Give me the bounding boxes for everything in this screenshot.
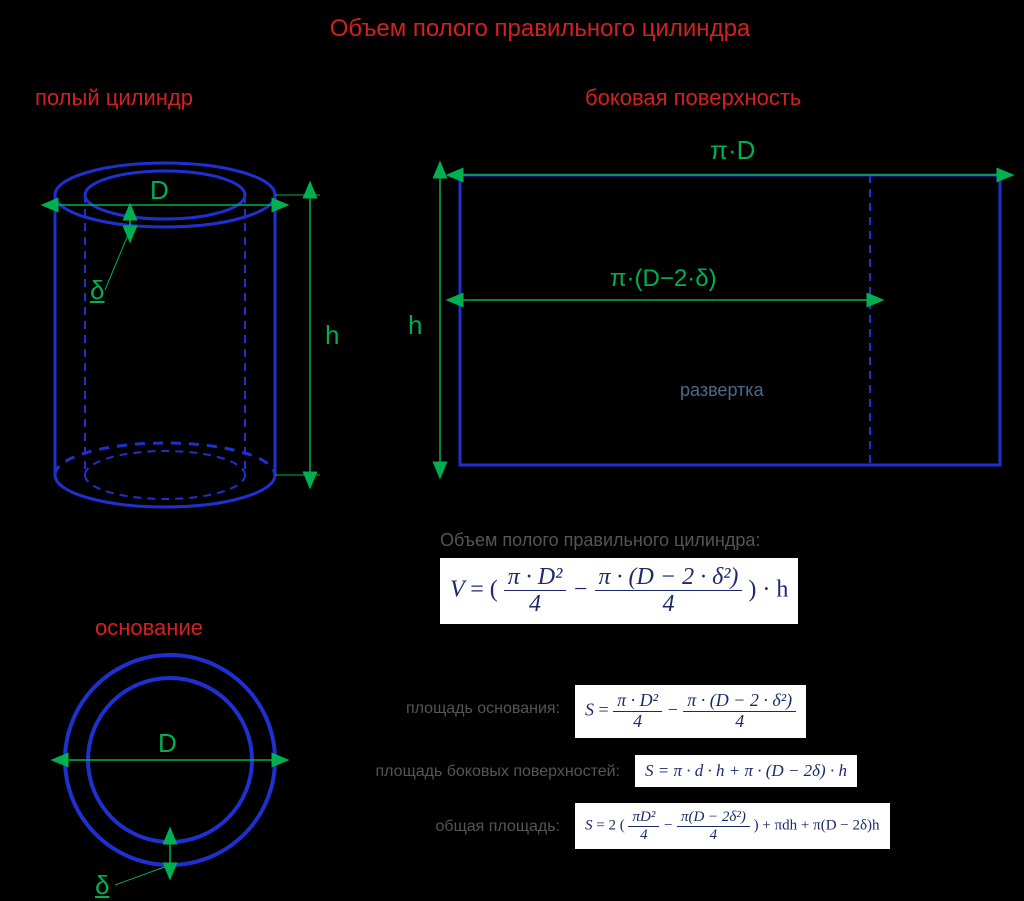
v-minus: − [572, 576, 594, 602]
v-f1d: 4 [504, 591, 567, 617]
cylinder-h-label: h [325, 320, 339, 351]
ab-f2n: π · (D − 2 · δ²) [683, 691, 796, 712]
cylinder-diagram [55, 163, 320, 507]
at-minus: − [663, 817, 677, 833]
area-base-label: площадь основания: [340, 700, 560, 718]
v-f2n: π · (D − 2 · δ²) [595, 564, 743, 591]
cylinder-D-label: D [150, 175, 169, 206]
ab-minus: − [667, 699, 684, 719]
area-total-label: общая площадь: [380, 818, 560, 836]
surface-subtitle: боковая поверхность [585, 85, 801, 111]
surface-dev-label: развертка [680, 380, 764, 401]
cylinder-delta-label: δ [90, 275, 104, 306]
surface-inner-label: π·(D−2·δ) [610, 265, 717, 293]
at-S: S [585, 817, 593, 833]
page-title: Объем полого правильного цилиндра [260, 15, 820, 43]
volume-formula-title: Объем полого правильного цилиндра: [440, 530, 760, 551]
at-close: ) + πdh + π(D − 2δ)h [754, 817, 880, 833]
at-f2d: 4 [677, 827, 750, 844]
base-D-label: D [158, 728, 177, 759]
base-subtitle: основание [95, 615, 203, 641]
v-eq: = ( [470, 576, 498, 602]
cylinder-subtitle: полый цилиндр [35, 85, 193, 111]
at-f1d: 4 [628, 827, 659, 844]
base-delta-label: δ [95, 870, 109, 901]
at-f2n: π(D − 2δ²) [677, 809, 750, 827]
base-diagram [65, 655, 275, 885]
ab-S: S [585, 699, 594, 719]
ab-eq: = [599, 699, 614, 719]
ab-f1d: 4 [613, 712, 662, 732]
area-side-formula: S = π · d · h + π · (D − 2δ) · h [635, 755, 857, 787]
at-eq: = 2 ( [596, 817, 624, 833]
volume-formula: V = ( π · D²4 − π · (D − 2 · δ²)4 ) · h [440, 558, 798, 624]
v-f2d: 4 [595, 591, 743, 617]
at-f1n: πD² [628, 809, 659, 827]
v-f1n: π · D² [504, 564, 567, 591]
v-close: ) · h [748, 576, 788, 602]
area-base-formula: S = π · D²4 − π · (D − 2 · δ²)4 [575, 685, 806, 738]
surface-h-label: h [408, 310, 422, 341]
area-side-label: площадь боковых поверхностей: [280, 763, 620, 781]
ab-f2d: 4 [683, 712, 796, 732]
surface-diagram [440, 175, 1000, 465]
area-total-formula: S = 2 ( πD²4 − π(D − 2δ²)4 ) + πdh + π(D… [575, 803, 890, 849]
ab-f1n: π · D² [613, 691, 662, 712]
surface-top-label: π·D [710, 135, 755, 166]
v-V: V [450, 576, 464, 602]
